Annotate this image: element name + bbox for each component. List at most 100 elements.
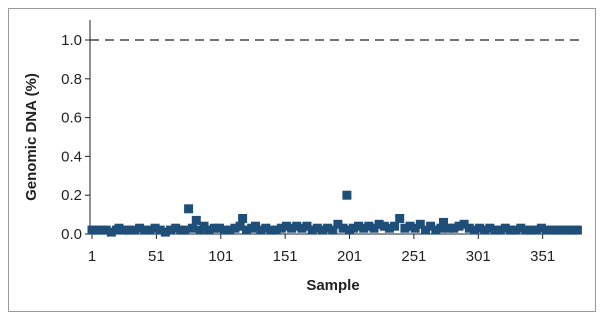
data-point bbox=[225, 225, 235, 235]
data-point bbox=[130, 225, 139, 235]
data-point bbox=[312, 223, 322, 233]
data-point bbox=[155, 225, 165, 235]
data-point bbox=[464, 223, 474, 233]
data-point bbox=[426, 221, 436, 231]
x-tick-label: 351 bbox=[530, 248, 555, 265]
data-point bbox=[220, 225, 230, 235]
data-point bbox=[187, 223, 197, 233]
data-point bbox=[348, 223, 358, 233]
data-point bbox=[101, 225, 111, 235]
data-point bbox=[276, 223, 286, 233]
data-point bbox=[124, 225, 134, 235]
data-point bbox=[480, 225, 490, 235]
data-point bbox=[119, 225, 129, 235]
data-point bbox=[431, 225, 441, 235]
data-point bbox=[567, 225, 577, 235]
data-point bbox=[302, 221, 312, 231]
data-point bbox=[342, 190, 352, 200]
data-point bbox=[328, 225, 338, 235]
data-point bbox=[400, 223, 410, 233]
data-point bbox=[390, 221, 400, 231]
data-point bbox=[180, 225, 190, 235]
y-tick-label: 1.0 bbox=[61, 32, 82, 49]
data-point bbox=[410, 223, 420, 233]
data-point bbox=[354, 221, 363, 231]
data-point bbox=[469, 225, 479, 235]
x-tick-label: 201 bbox=[337, 248, 362, 265]
data-point bbox=[271, 225, 281, 235]
data-point bbox=[415, 219, 425, 229]
data-point bbox=[171, 223, 181, 233]
data-point bbox=[292, 221, 302, 231]
chart-border bbox=[8, 8, 596, 312]
y-tick-label: 0.8 bbox=[61, 71, 82, 88]
data-point bbox=[485, 223, 495, 233]
data-point bbox=[145, 225, 155, 235]
x-tick-label: 151 bbox=[273, 248, 298, 265]
data-point bbox=[191, 215, 201, 225]
y-tick-label: 0.6 bbox=[61, 110, 82, 127]
data-point bbox=[338, 223, 348, 233]
data-point bbox=[106, 227, 116, 237]
y-tick-label: 0.4 bbox=[61, 148, 82, 165]
data-point bbox=[238, 214, 248, 223]
data-point bbox=[511, 225, 521, 235]
data-point bbox=[297, 223, 307, 233]
data-point bbox=[506, 225, 515, 235]
data-point bbox=[495, 225, 505, 235]
data-point bbox=[536, 223, 546, 233]
data-point bbox=[287, 223, 297, 233]
data-point bbox=[379, 221, 389, 231]
data-point bbox=[421, 225, 430, 235]
data-point bbox=[114, 223, 124, 233]
data-point bbox=[209, 223, 219, 233]
data-point bbox=[444, 223, 454, 233]
data-point bbox=[230, 223, 240, 233]
data-point bbox=[318, 225, 327, 235]
y-axis-label: Genomic DNA (%) bbox=[23, 73, 40, 201]
y-tick-label: 0.2 bbox=[61, 187, 82, 204]
data-point bbox=[359, 223, 369, 233]
data-point bbox=[242, 225, 251, 235]
data-point bbox=[526, 225, 536, 235]
data-point bbox=[364, 221, 374, 231]
x-tick-label: 51 bbox=[148, 248, 165, 265]
data-point bbox=[552, 225, 562, 235]
data-point bbox=[454, 221, 464, 231]
data-point bbox=[374, 219, 384, 229]
x-tick-label: 1 bbox=[88, 248, 96, 265]
data-point bbox=[436, 223, 446, 233]
data-point bbox=[490, 225, 500, 235]
data-point bbox=[531, 225, 541, 235]
data-point bbox=[199, 221, 209, 231]
data-point bbox=[261, 223, 271, 233]
data-point bbox=[166, 225, 175, 235]
data-point bbox=[281, 221, 291, 231]
data-point bbox=[542, 225, 551, 235]
data-point bbox=[256, 225, 266, 235]
data-point bbox=[135, 223, 145, 233]
data-point bbox=[475, 223, 485, 233]
data-point bbox=[459, 219, 469, 229]
data-point bbox=[562, 225, 572, 235]
data-point bbox=[266, 225, 276, 235]
data-point bbox=[500, 223, 510, 233]
data-point bbox=[521, 225, 531, 235]
plot-area: 0.00.20.40.60.81.01 51 101 151 201 251 301 351 bbox=[61, 20, 582, 265]
y-tick-label: 0.0 bbox=[61, 226, 82, 243]
x-tick-label: 251 bbox=[401, 248, 426, 265]
data-point bbox=[333, 219, 343, 229]
data-point bbox=[215, 223, 224, 233]
data-point bbox=[204, 225, 214, 235]
x-tick-label: 101 bbox=[208, 248, 233, 265]
data-point bbox=[557, 225, 567, 235]
data-point bbox=[96, 225, 106, 235]
data-point bbox=[251, 221, 260, 231]
x-tick-label: 301 bbox=[466, 248, 491, 265]
data-point bbox=[160, 227, 170, 237]
data-point bbox=[307, 225, 317, 235]
data-point bbox=[235, 221, 245, 231]
data-point bbox=[384, 223, 394, 233]
